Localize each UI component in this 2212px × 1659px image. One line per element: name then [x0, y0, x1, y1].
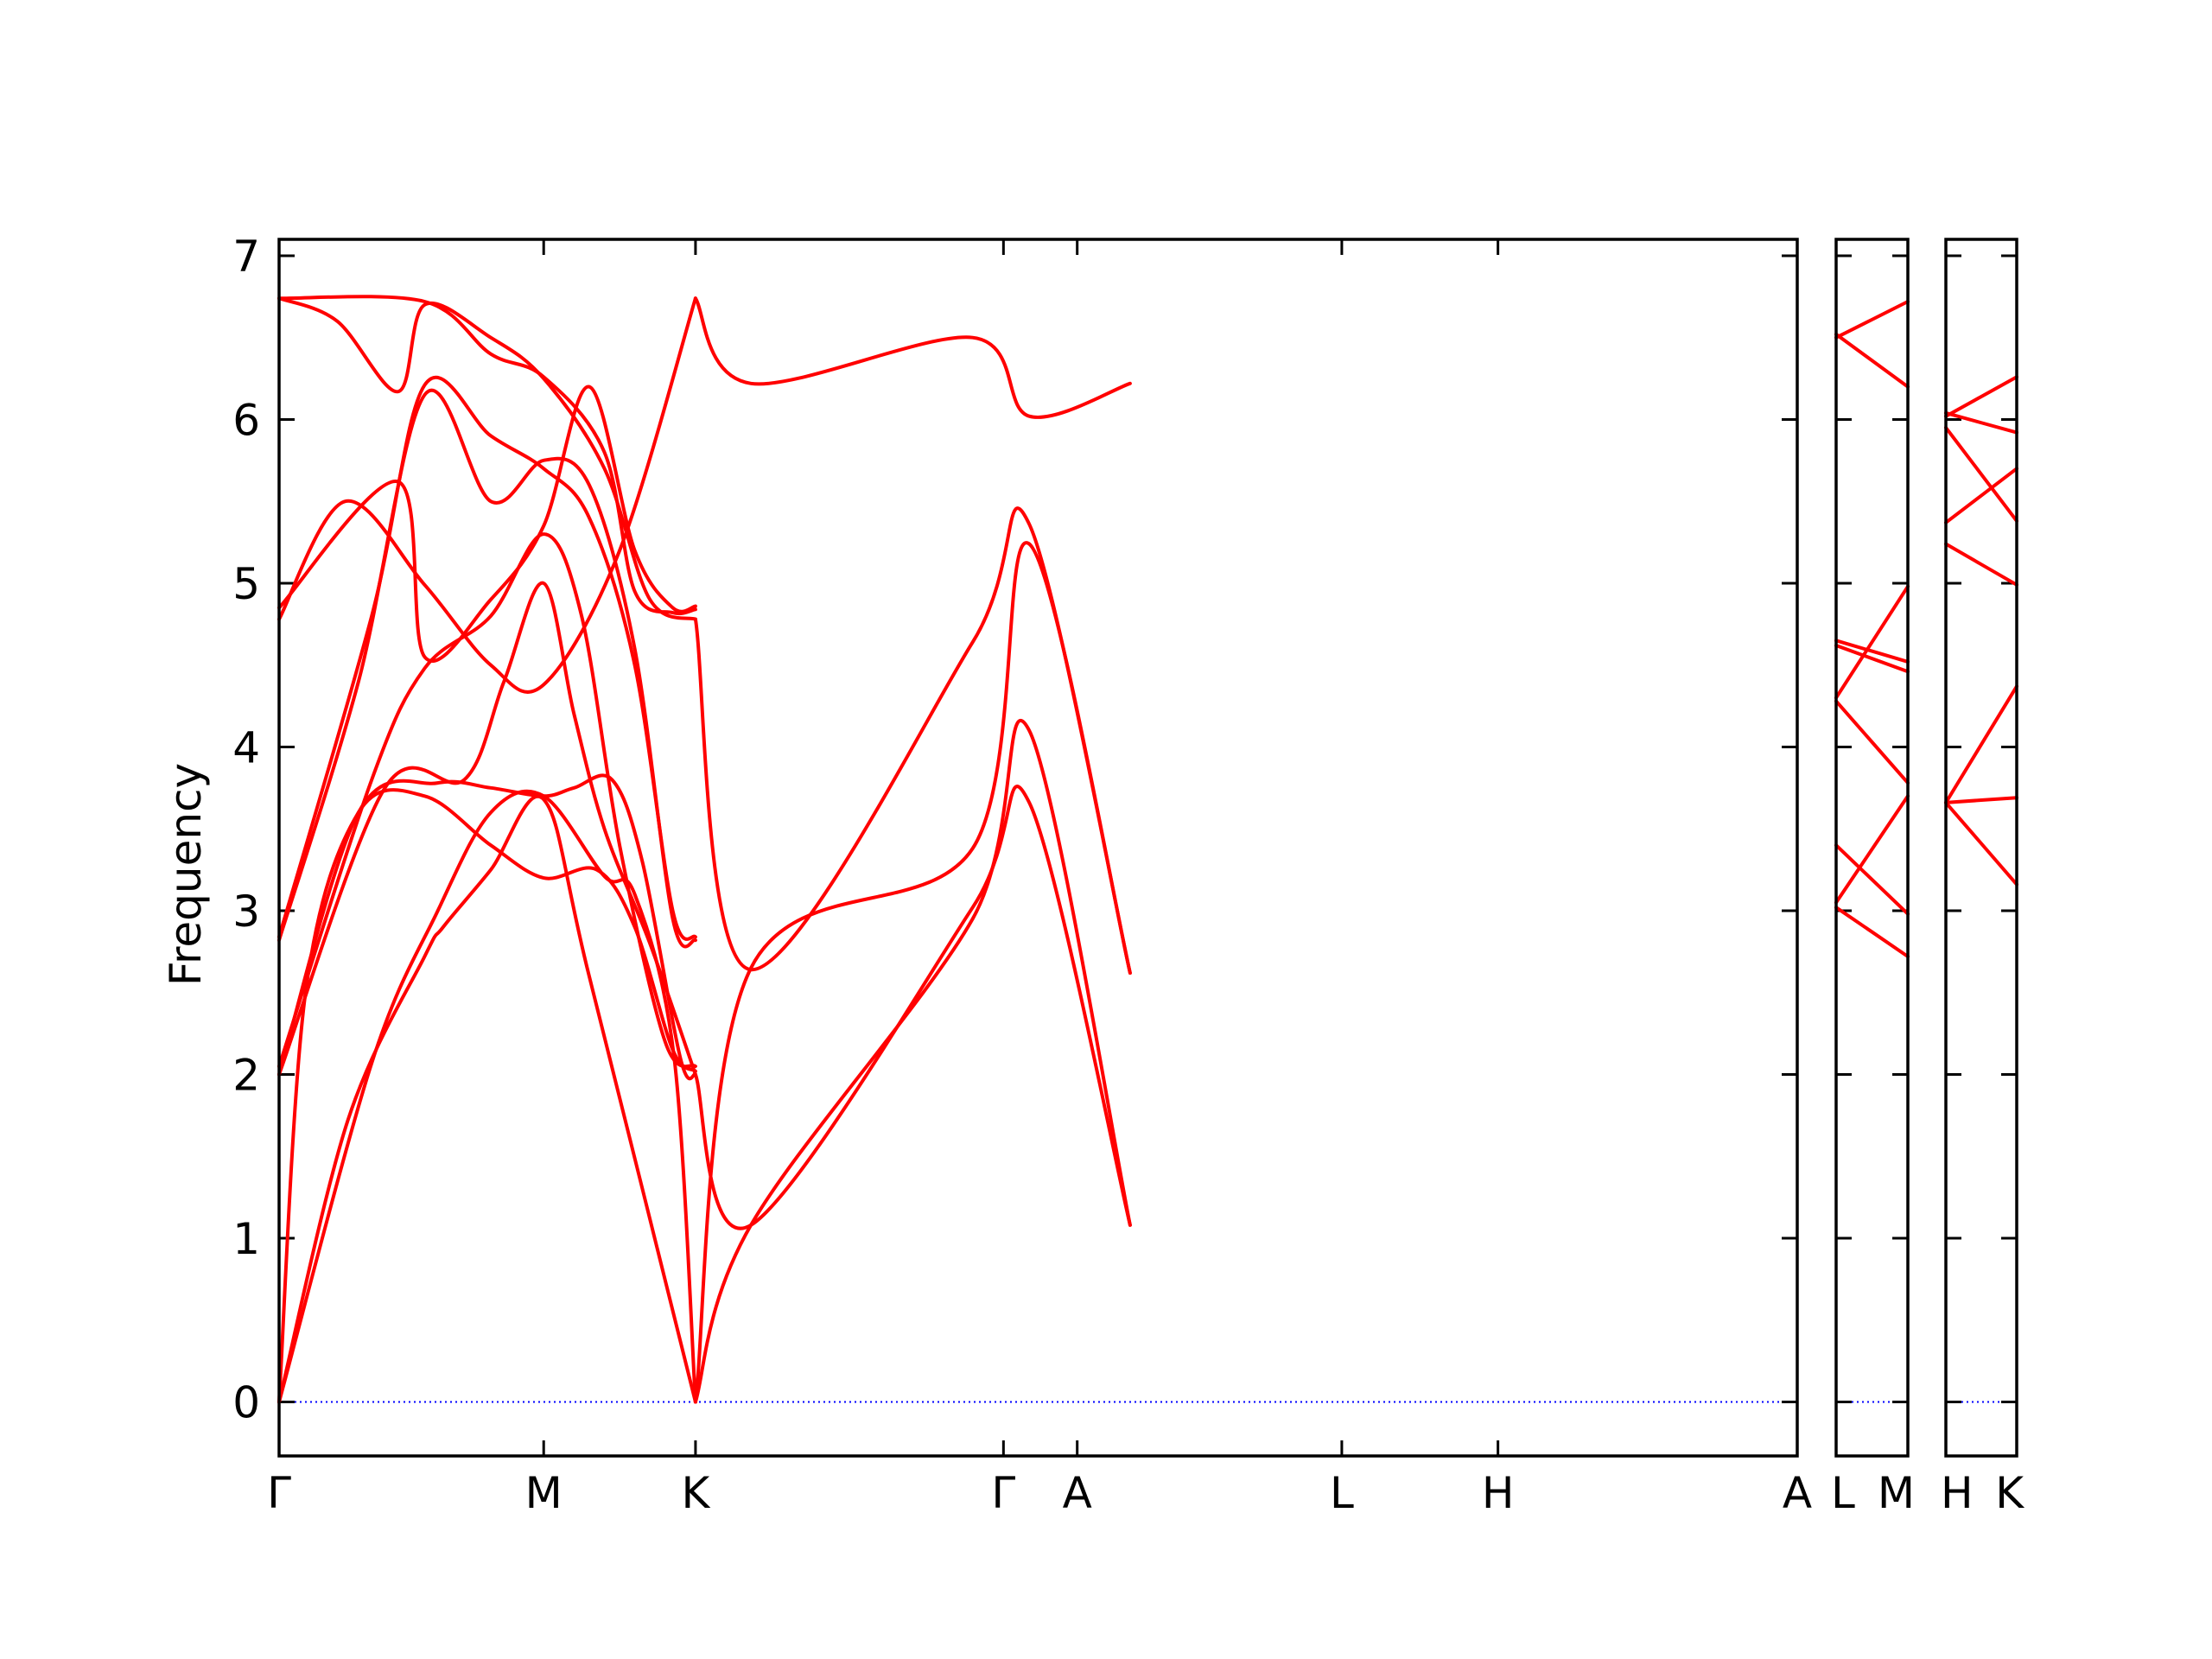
band-line-3 — [1944, 684, 2018, 804]
band-line-7 — [1944, 375, 2018, 418]
band-line-14 — [693, 541, 1132, 1404]
band-line-1 — [277, 794, 697, 1404]
x-tick-label: A — [1063, 1468, 1092, 1518]
band-line-5 — [1834, 584, 1910, 700]
band-line-17 — [693, 296, 1132, 419]
y-tick-label: 3 — [232, 887, 260, 937]
y-tick-label: 1 — [232, 1214, 260, 1264]
band-line-5 — [1944, 467, 2018, 524]
x-tick-label: H — [1941, 1468, 1974, 1518]
band-line-8 — [1944, 410, 2018, 435]
x-tick-label: K — [1995, 1468, 2024, 1518]
y-tick-label: 7 — [232, 232, 260, 282]
plot-frame — [277, 238, 1799, 1458]
x-tick-label: A — [1783, 1468, 1812, 1518]
band-line-6 — [1944, 425, 2018, 523]
band-line-9 — [277, 296, 697, 694]
y-axis-label: Frequency — [161, 763, 211, 986]
band-line-15 — [693, 785, 1132, 1230]
band-line-9 — [1834, 332, 1910, 389]
y-tick-label: 4 — [232, 722, 260, 772]
x-tick-label: L — [1330, 1468, 1354, 1518]
band-line-3 — [277, 788, 697, 1404]
band-line-8 — [277, 375, 697, 941]
x-tick-label: M — [525, 1468, 563, 1518]
band-line-16 — [693, 506, 1132, 975]
band-line-12 — [277, 295, 697, 616]
y-tick-label: 0 — [232, 1377, 260, 1427]
x-tick-label: Γ — [267, 1468, 291, 1518]
band-line-1 — [1944, 800, 2018, 887]
band-line-4 — [1834, 699, 1910, 785]
band-line-2 — [1834, 843, 1910, 916]
band-line-2 — [1944, 796, 2018, 804]
band-line-7 — [1834, 644, 1910, 674]
y-tick-label: 5 — [232, 559, 260, 609]
x-tick-label: M — [1878, 1468, 1915, 1518]
x-tick-label: H — [1482, 1468, 1515, 1518]
band-line-10 — [277, 385, 697, 663]
y-tick-label: 2 — [232, 1050, 260, 1100]
band-line-4 — [1944, 542, 2018, 587]
band-line-8 — [1834, 300, 1910, 340]
x-tick-label: K — [682, 1468, 711, 1518]
band-line-6 — [1834, 639, 1910, 664]
x-tick-label: L — [1831, 1468, 1855, 1518]
band-line-13 — [693, 719, 1132, 1404]
band-line-4 — [277, 773, 697, 1081]
plot-frame — [1944, 238, 2018, 1458]
y-tick-label: 6 — [232, 395, 260, 445]
band-line-11 — [277, 296, 697, 621]
band-line-3 — [1834, 794, 1910, 905]
band-line-2 — [277, 789, 697, 1404]
band-line-6 — [277, 532, 697, 1069]
band-line-1 — [1834, 906, 1910, 958]
band-line-7 — [277, 388, 697, 949]
x-tick-label: Γ — [991, 1468, 1015, 1518]
plot-frame — [1834, 238, 1910, 1458]
